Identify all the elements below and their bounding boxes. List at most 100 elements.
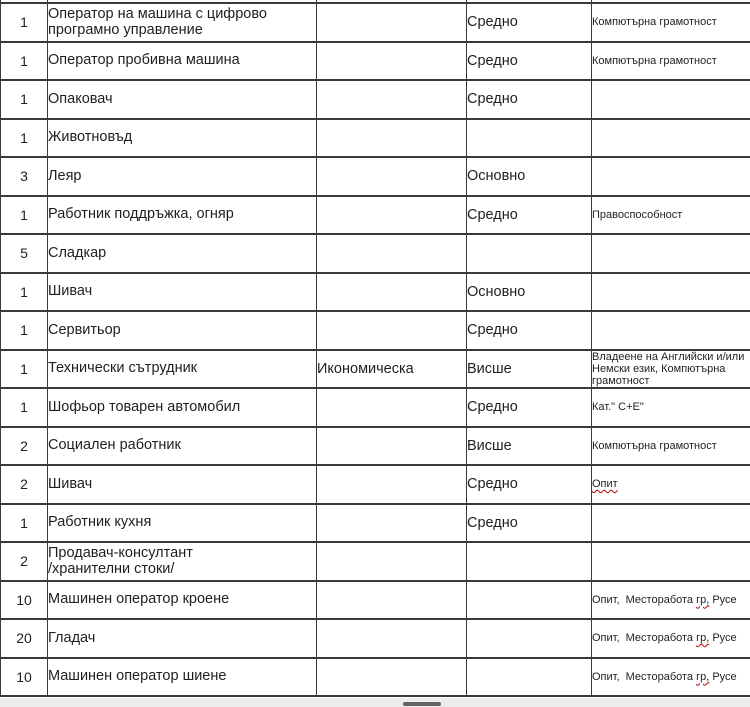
cell-requirements: Компютърна грамотност <box>591 3 750 43</box>
cell-count: 1 <box>0 195 48 235</box>
cell-position: Оператор пробивна машина <box>47 41 317 81</box>
clipped-cell <box>466 0 592 4</box>
cell-education: Средно <box>466 3 592 43</box>
cell-count: 2 <box>0 426 48 466</box>
cell-specialty <box>316 619 467 659</box>
cell-requirements: Опит, Месторабота гр, Русе <box>591 580 750 620</box>
table-row: 1 Работник кухня Средно <box>0 503 750 543</box>
cell-position: Гладач <box>47 619 317 659</box>
cell-specialty <box>316 3 467 43</box>
cell-education <box>466 234 592 274</box>
cell-education <box>466 542 592 582</box>
cell-position: Оператор на машина с цифрово програмно у… <box>47 3 317 43</box>
cell-education: Средно <box>466 41 592 81</box>
cell-education <box>466 580 592 620</box>
table-row: 1 Опаковач Средно <box>0 80 750 120</box>
cell-specialty <box>316 657 467 697</box>
cell-count: 1 <box>0 311 48 351</box>
cell-requirements <box>591 157 750 197</box>
cell-education <box>466 118 592 158</box>
table-row: 10 Машинен оператор кроене Опит, Месторабо… <box>0 580 750 620</box>
cell-specialty <box>316 41 467 81</box>
table-row: 1 Технически сътрудник Икономическа Висше Вл… <box>0 349 750 389</box>
cell-position: Опаковач <box>47 80 317 120</box>
cell-count: 2 <box>0 542 48 582</box>
misspelled-word: гр, <box>696 632 710 645</box>
cell-specialty <box>316 311 467 351</box>
scroll-artifact <box>403 702 441 706</box>
cell-count: 2 <box>0 465 48 505</box>
cell-count: 3 <box>0 157 48 197</box>
table-row: 2 Шивач Средно Опит <box>0 465 750 505</box>
cell-requirements <box>591 80 750 120</box>
cell-requirements: Кат." С+Е" <box>591 388 750 428</box>
cell-count: 10 <box>0 580 48 620</box>
cell-count: 20 <box>0 619 48 659</box>
cell-specialty <box>316 195 467 235</box>
table-row: 1 Шивач Основно <box>0 272 750 312</box>
cell-position: Сервитьор <box>47 311 317 351</box>
table-row: 1 Сервитьор Средно <box>0 311 750 351</box>
cell-education: Средно <box>466 465 592 505</box>
cell-requirements: Владеене на Английски и/или Немски език,… <box>591 349 750 389</box>
cell-position: Работник поддръжка, огняр <box>47 195 317 235</box>
misspelled-word: гр, <box>696 670 710 683</box>
cell-position: Шофьор товарен автомобил <box>47 388 317 428</box>
cell-position: Машинен оператор шиене <box>47 657 317 697</box>
cell-education: Средно <box>466 80 592 120</box>
cell-requirements: Опит <box>591 465 750 505</box>
table-row: 3 Леяр Основно <box>0 157 750 197</box>
cell-position: Продавач-консултант /хранителни стоки/ <box>47 542 317 582</box>
cell-position: Технически сътрудник <box>47 349 317 389</box>
clipped-cell <box>47 0 317 4</box>
clipped-cell <box>0 0 48 4</box>
cell-specialty <box>316 465 467 505</box>
cell-requirements <box>591 272 750 312</box>
table-row: 1 Шофьор товарен автомобил Средно Кат." С+Е… <box>0 388 750 428</box>
cell-position: Шивач <box>47 465 317 505</box>
cell-education: Средно <box>466 311 592 351</box>
clipped-row-top <box>0 0 750 4</box>
cell-requirements <box>591 118 750 158</box>
cell-education <box>466 657 592 697</box>
table-row: 1 Работник поддръжка, огняр Средно Правоспо… <box>0 195 750 235</box>
cell-requirements: Компютърна грамотност <box>591 426 750 466</box>
cell-count: 1 <box>0 503 48 543</box>
cell-education: Основно <box>466 272 592 312</box>
cell-count: 1 <box>0 41 48 81</box>
cell-position: Животновъд <box>47 118 317 158</box>
cell-education: Средно <box>466 195 592 235</box>
cell-count: 1 <box>0 80 48 120</box>
cell-requirements <box>591 311 750 351</box>
cell-requirements: Компютърна грамотност <box>591 41 750 81</box>
cell-count: 1 <box>0 272 48 312</box>
cell-education: Висше <box>466 426 592 466</box>
cell-position: Леяр <box>47 157 317 197</box>
cell-education: Средно <box>466 388 592 428</box>
cell-specialty: Икономическа <box>316 349 467 389</box>
table-row: 2 Продавач-консултант /хранителни стоки/ <box>0 542 750 582</box>
cell-specialty <box>316 272 467 312</box>
cell-education: Висше <box>466 349 592 389</box>
cell-position: Работник кухня <box>47 503 317 543</box>
table-row: 1 Животновъд <box>0 118 750 158</box>
cell-specialty <box>316 503 467 543</box>
cell-requirements: Опит, Месторабота гр, Русе <box>591 619 750 659</box>
cell-requirements <box>591 542 750 582</box>
cell-specialty <box>316 426 467 466</box>
cell-position: Сладкар <box>47 234 317 274</box>
cell-education <box>466 619 592 659</box>
cell-requirements <box>591 234 750 274</box>
cell-specialty <box>316 234 467 274</box>
cell-position: Социален работник <box>47 426 317 466</box>
clipped-cell <box>316 0 467 4</box>
cell-count: 1 <box>0 349 48 389</box>
cell-count: 1 <box>0 118 48 158</box>
table-row: 10 Машинен оператор шиене Опит, Месторабот… <box>0 657 750 697</box>
table-row: 5 Сладкар <box>0 234 750 274</box>
page-bottom-strip <box>0 698 750 707</box>
misspelled-word: Опит <box>592 478 618 491</box>
